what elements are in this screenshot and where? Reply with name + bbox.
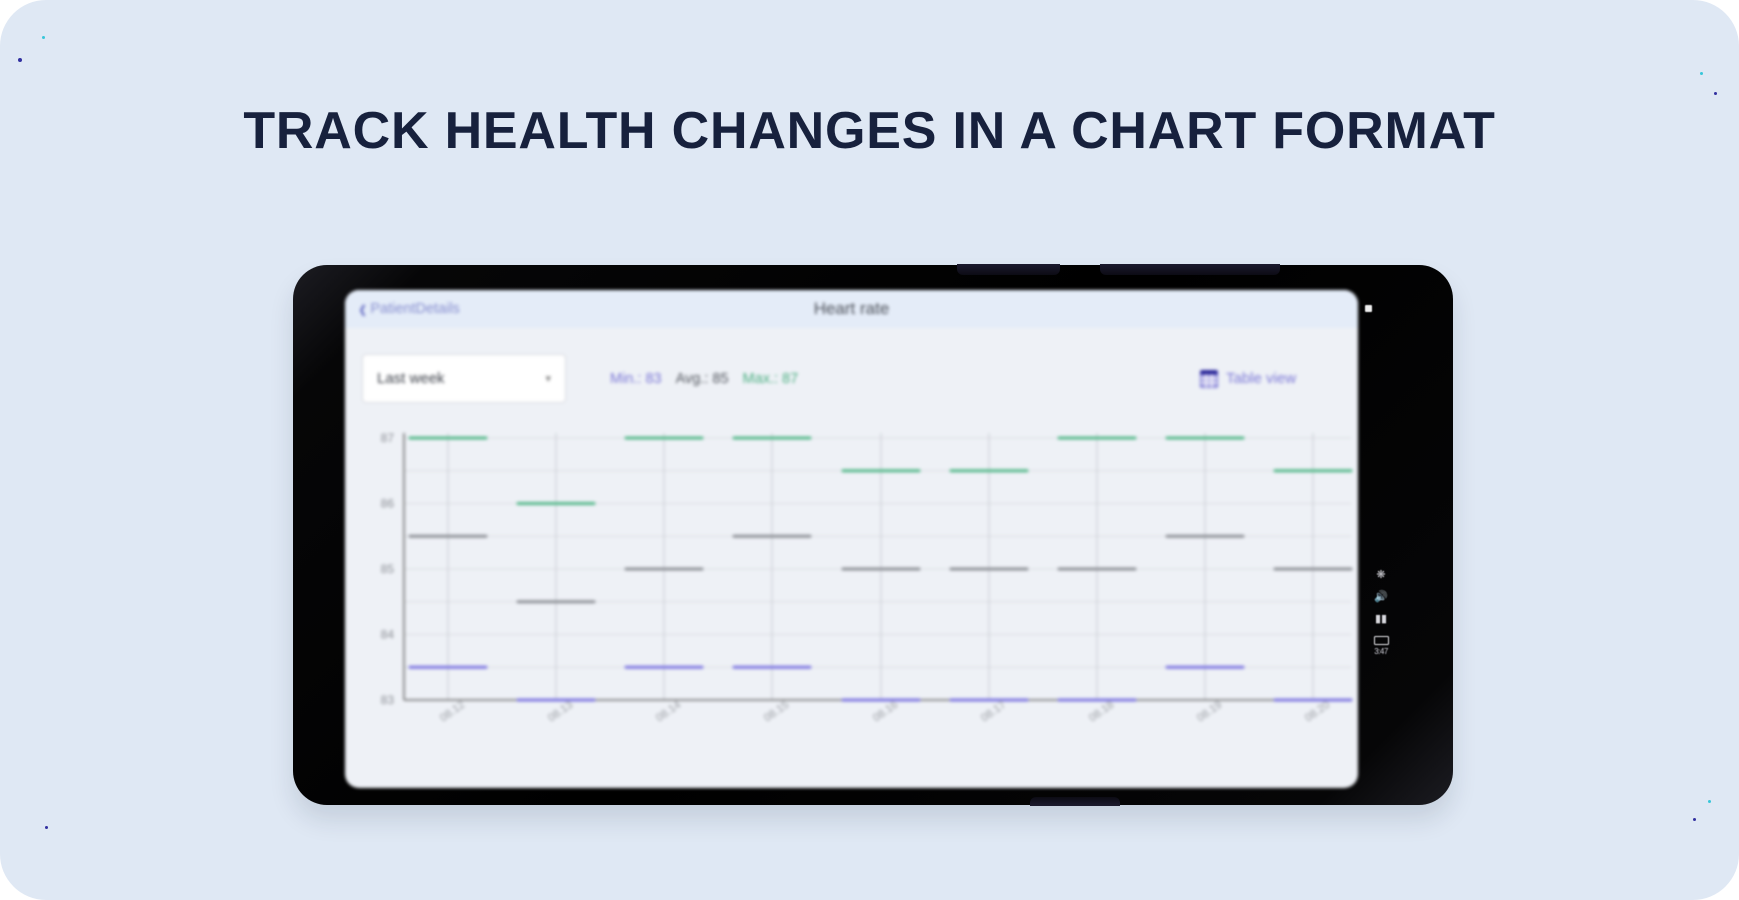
svg-text:86: 86	[381, 497, 395, 511]
svg-text:83: 83	[381, 693, 395, 707]
svg-text:84: 84	[381, 628, 395, 642]
svg-text:08.19: 08.19	[1195, 699, 1224, 725]
svg-text:08.18: 08.18	[1087, 699, 1116, 725]
svg-text:08.17: 08.17	[979, 699, 1008, 725]
svg-text:87: 87	[381, 431, 395, 445]
svg-text:08.15: 08.15	[762, 699, 791, 725]
svg-text:08.14: 08.14	[654, 699, 683, 725]
svg-text:08.16: 08.16	[871, 699, 900, 725]
svg-text:08.13: 08.13	[546, 699, 575, 725]
svg-text:08.20: 08.20	[1303, 699, 1332, 725]
svg-text:85: 85	[381, 562, 395, 576]
svg-text:08.12: 08.12	[438, 699, 467, 725]
